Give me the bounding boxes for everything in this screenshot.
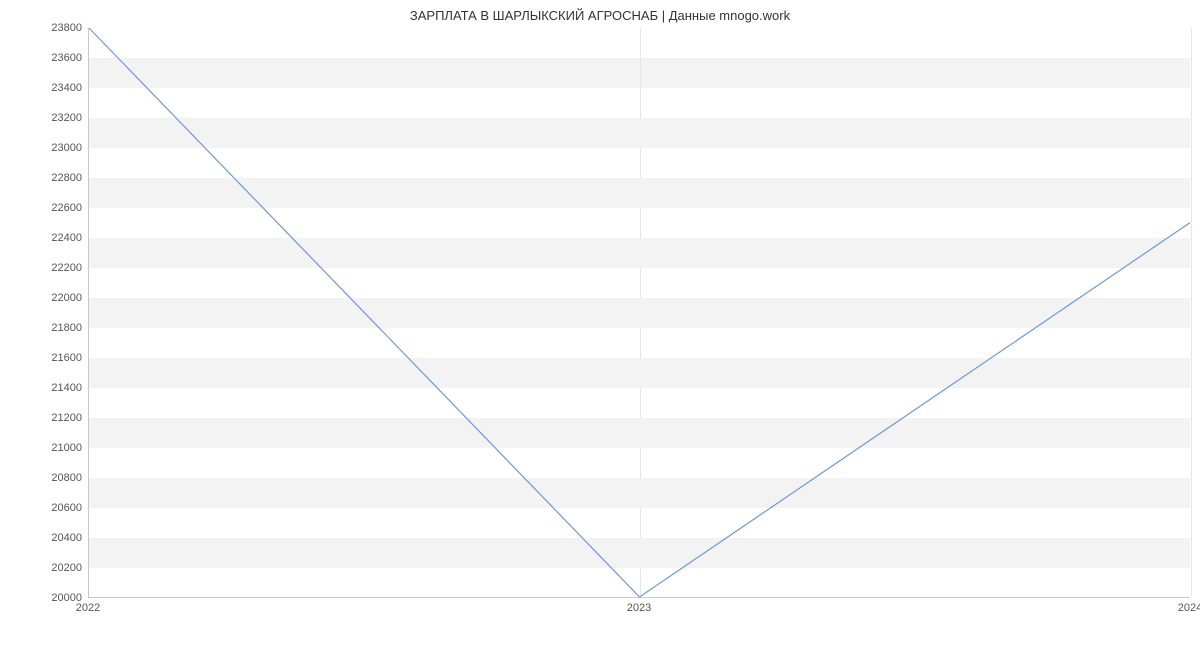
grid-vline — [1191, 28, 1192, 597]
y-tick-label: 21400 — [22, 382, 82, 394]
y-tick-label: 21800 — [22, 322, 82, 334]
y-tick-label: 22400 — [22, 232, 82, 244]
y-tick-label: 23800 — [22, 22, 82, 34]
y-tick-label: 20800 — [22, 472, 82, 484]
line-layer — [89, 28, 1190, 597]
y-tick-label: 23000 — [22, 142, 82, 154]
y-tick-label: 20600 — [22, 502, 82, 514]
y-tick-label: 21200 — [22, 412, 82, 424]
y-tick-label: 23400 — [22, 82, 82, 94]
y-tick-label: 22600 — [22, 202, 82, 214]
y-tick-label: 20400 — [22, 532, 82, 544]
x-tick-label: 2022 — [76, 602, 100, 614]
chart-title: ЗАРПЛАТА В ШАРЛЫКСКИЙ АГРОСНАБ | Данные … — [0, 8, 1200, 23]
x-tick-label: 2023 — [627, 602, 651, 614]
y-tick-label: 20200 — [22, 562, 82, 574]
y-tick-label: 21000 — [22, 442, 82, 454]
x-tick-label: 2024 — [1178, 602, 1200, 614]
y-tick-label: 20000 — [22, 592, 82, 604]
y-tick-label: 23200 — [22, 112, 82, 124]
y-tick-label: 22200 — [22, 262, 82, 274]
y-tick-label: 23600 — [22, 52, 82, 64]
y-tick-label: 22800 — [22, 172, 82, 184]
plot-area — [88, 28, 1190, 598]
series-line-salary — [89, 28, 1190, 597]
y-tick-label: 21600 — [22, 352, 82, 364]
y-tick-label: 22000 — [22, 292, 82, 304]
salary-line-chart: ЗАРПЛАТА В ШАРЛЫКСКИЙ АГРОСНАБ | Данные … — [0, 0, 1200, 650]
